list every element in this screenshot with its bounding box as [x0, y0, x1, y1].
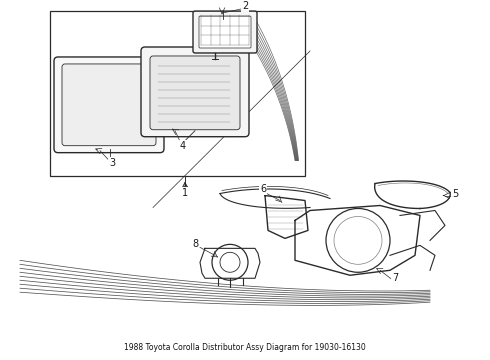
FancyBboxPatch shape	[150, 56, 240, 130]
Text: 8: 8	[192, 239, 198, 249]
Text: 4: 4	[180, 141, 186, 151]
Text: 6: 6	[260, 184, 266, 194]
FancyBboxPatch shape	[199, 16, 251, 48]
Text: 1988 Toyota Corolla Distributor Assy Diagram for 19030-16130: 1988 Toyota Corolla Distributor Assy Dia…	[124, 343, 366, 352]
Text: 3: 3	[109, 158, 115, 168]
Bar	[50, 11, 305, 176]
FancyBboxPatch shape	[141, 47, 249, 137]
FancyBboxPatch shape	[62, 64, 156, 146]
FancyBboxPatch shape	[193, 11, 257, 53]
Text: 1: 1	[182, 188, 188, 198]
Text: 2: 2	[242, 1, 248, 11]
FancyBboxPatch shape	[54, 57, 164, 153]
Text: 7: 7	[392, 273, 398, 283]
Text: 5: 5	[452, 189, 458, 198]
